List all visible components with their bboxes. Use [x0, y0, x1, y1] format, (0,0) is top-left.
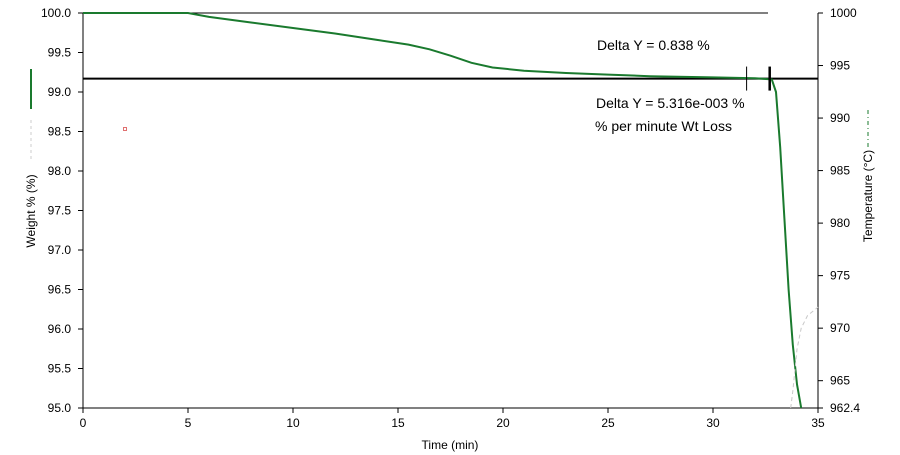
weight-series-line: [83, 12, 803, 409]
x-tick-label: 25: [601, 416, 615, 430]
y2-tick-label: 1000: [830, 6, 857, 20]
annotation-rate: % per minute Wt Loss: [595, 118, 732, 134]
y-tick-label: 95.0: [48, 401, 72, 415]
y2-tick-label: 975: [830, 269, 850, 283]
x-tick-label: 10: [286, 416, 300, 430]
y-tick-label: 98.0: [48, 164, 72, 178]
y2-axis-label: Temperature (°C): [861, 150, 875, 242]
temperature-series-line: [790, 306, 819, 409]
y2-tick-label: 995: [830, 59, 850, 73]
y-tick-label: 99.5: [48, 46, 72, 60]
axes: [82, 12, 819, 409]
y-tick-label: 99.0: [48, 85, 72, 99]
y-axis-label: Weight % (%): [24, 174, 38, 247]
y-tick-label: 97.0: [48, 243, 72, 257]
y2-tick-label: 965: [830, 374, 850, 388]
y-tick-label: 97.5: [48, 204, 72, 218]
y-tick-label: 100.0: [41, 6, 71, 20]
x-tick-label: 35: [811, 416, 825, 430]
x-tick-label: 15: [391, 416, 405, 430]
y-tick-label: 95.5: [48, 362, 72, 376]
x-tick-label: 30: [706, 416, 720, 430]
annotation-delta-y-1: Delta Y = 0.838 %: [597, 37, 710, 53]
y2-ticks: 962.4 965 970 975 980 985 990 995 1000: [818, 6, 860, 415]
y2-tick-label: 985: [830, 164, 850, 178]
x-tick-label: 20: [496, 416, 510, 430]
plot-area: [83, 12, 819, 409]
y2-tick-label: 962.4: [830, 401, 860, 415]
y-tick-label: 98.5: [48, 125, 72, 139]
x-tick-label: 5: [185, 416, 192, 430]
y2-tick-label: 990: [830, 111, 850, 125]
y-tick-label: 96.0: [48, 322, 72, 336]
y-tick-label: 96.5: [48, 283, 72, 297]
y2-tick-label: 970: [830, 321, 850, 335]
y2-tick-label: 980: [830, 216, 850, 230]
annotation-delta-y-2: Delta Y = 5.316e-003 %: [596, 95, 745, 111]
x-tick-label: 0: [80, 416, 87, 430]
data-marker: [123, 127, 127, 131]
x-ticks: 0 5 10 15 20 25 30 35: [80, 408, 825, 430]
y-ticks: 95.0 95.5 96.0 96.5 97.0 97.5 98.0 98.5 99.0 99.5…: [41, 6, 83, 415]
x-axis-label: Time (min): [422, 438, 479, 452]
